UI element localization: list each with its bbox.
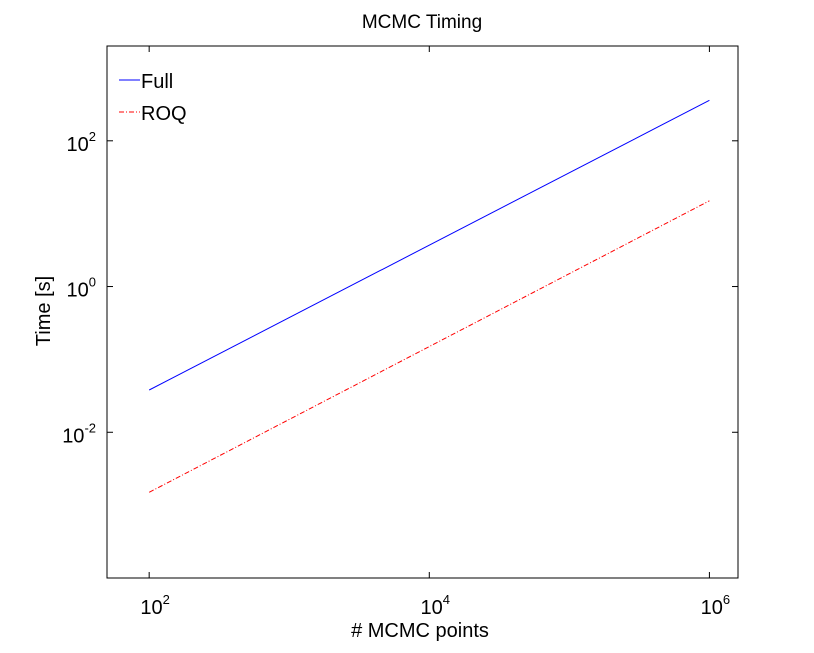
series-layer (148, 99, 710, 493)
y-tick-label-exponent: 0 (89, 275, 96, 290)
y-tick-label-exponent: -2 (84, 420, 96, 435)
x-tick-label-exponent: 4 (443, 592, 450, 607)
y-tick-label-base: 10 (67, 280, 89, 302)
series-line-full (148, 99, 710, 391)
x-tick-label: 102 (140, 592, 169, 619)
y-axis-label: Time [s] (33, 276, 55, 346)
x-axis-label: # MCMC points (351, 620, 489, 642)
x-tick-label-base: 10 (701, 597, 723, 619)
legend-label-full: Full (141, 71, 173, 93)
plot-area (106, 45, 739, 579)
legend-label-roq: ROQ (141, 103, 187, 125)
chart-title: MCMC Timing (362, 12, 482, 33)
x-tick-label-exponent: 2 (163, 592, 170, 607)
x-tick-label-base: 10 (421, 597, 443, 619)
y-tick-label: 102 (67, 129, 96, 156)
legend: Full ROQ (119, 71, 187, 125)
y-tick-label-base: 10 (62, 425, 84, 447)
y-tick-label: 10-2 (62, 420, 96, 447)
y-tick-label-base: 10 (67, 134, 89, 156)
y-tick-label: 100 (67, 275, 96, 302)
y-tick-label-exponent: 2 (89, 129, 96, 144)
x-tick-label: 106 (701, 592, 730, 619)
x-tick-label-base: 10 (140, 597, 162, 619)
x-tick-label: 104 (421, 592, 450, 619)
x-tick-label-exponent: 6 (723, 592, 730, 607)
